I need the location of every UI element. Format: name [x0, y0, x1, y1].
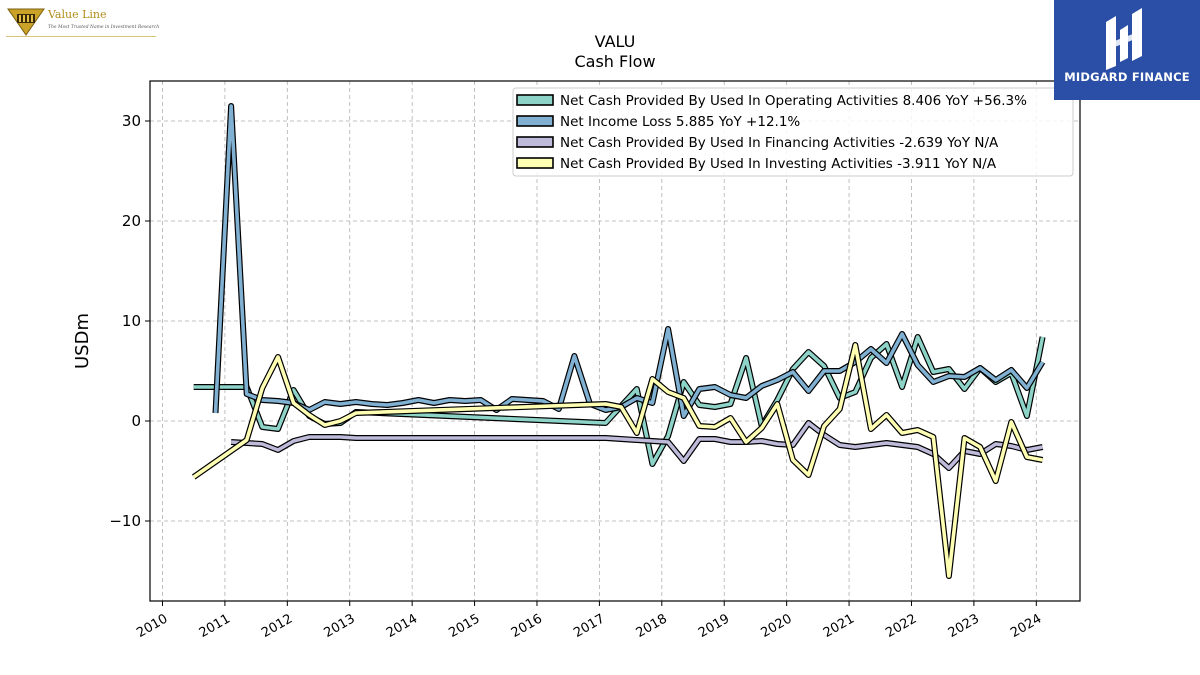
x-tick-label: 2015	[446, 611, 482, 641]
midgard-finance-logo: MIDGARD FINANCE	[1054, 0, 1200, 100]
value-line-rule	[6, 36, 156, 37]
legend-entry: Net Cash Provided By Used In Financing A…	[560, 135, 999, 151]
x-tick-label: 2021	[821, 611, 857, 641]
series-line	[230, 420, 1044, 471]
x-tick-label: 2023	[946, 611, 982, 641]
x-tick-label: 2016	[509, 611, 545, 641]
x-tick-label: 2019	[696, 611, 732, 641]
x-axis-ticks: 2010 2011 2012 2013 2014 2015 2016 2017 2018 2019…	[134, 601, 1044, 641]
x-tick-label: 2010	[134, 611, 170, 641]
y-tick-label: 10	[122, 312, 141, 330]
y-axis-ticks: −10 0 10 20 30	[109, 112, 150, 530]
x-tick-label: 2012	[259, 611, 295, 641]
series-line	[212, 103, 1046, 419]
value-line-logo: Value Line The Most Trusted Name in Inve…	[6, 6, 166, 40]
x-tick-label: 2020	[758, 611, 794, 641]
chart-subtitle: Cash Flow	[574, 52, 655, 71]
series-line-outline	[191, 342, 1044, 579]
value-line-tagline: The Most Trusted Name in Investment Rese…	[48, 25, 160, 30]
legend-box	[512, 87, 1074, 177]
legend: Net Cash Provided By Used In Operating A…	[512, 87, 1074, 177]
legend-swatch	[516, 115, 554, 127]
legend-swatch	[516, 94, 554, 106]
x-tick-label: 2014	[384, 611, 420, 641]
series-line-stroke	[192, 343, 1043, 578]
legend-entry: Net Income Loss 5.885 YoY +12.1%	[560, 114, 800, 130]
x-tick-label: 2024	[1008, 611, 1044, 641]
y-tick-label: −10	[109, 512, 141, 530]
y-tick-label: 20	[122, 212, 141, 230]
series-lines	[191, 103, 1046, 579]
plot-frame	[149, 80, 1081, 602]
midgard-finance-name: MIDGARD FINANCE	[1064, 70, 1190, 84]
series-line	[191, 342, 1044, 579]
value-line-emblem-icon	[7, 8, 45, 36]
y-tick-label: 0	[131, 412, 141, 430]
legend-swatch	[516, 136, 554, 148]
y-axis-label: USDm	[72, 313, 93, 369]
series-line-stroke	[213, 104, 1045, 418]
x-tick-label: 2013	[322, 611, 358, 641]
value-line-name: Value Line	[48, 8, 107, 21]
legend-entry: Net Cash Provided By Used In Investing A…	[560, 156, 997, 172]
midgard-emblem-icon	[1106, 8, 1142, 70]
x-tick-label: 2022	[883, 611, 919, 641]
y-tick-label: 30	[122, 112, 141, 130]
legend-entry: Net Cash Provided By Used In Operating A…	[560, 93, 1027, 109]
series-line-stroke	[230, 421, 1043, 470]
legend-swatch	[516, 157, 554, 169]
x-tick-label: 2018	[634, 611, 670, 641]
chart-title: VALU	[595, 32, 636, 51]
x-tick-label: 2017	[571, 611, 607, 641]
x-tick-label: 2011	[197, 611, 233, 641]
